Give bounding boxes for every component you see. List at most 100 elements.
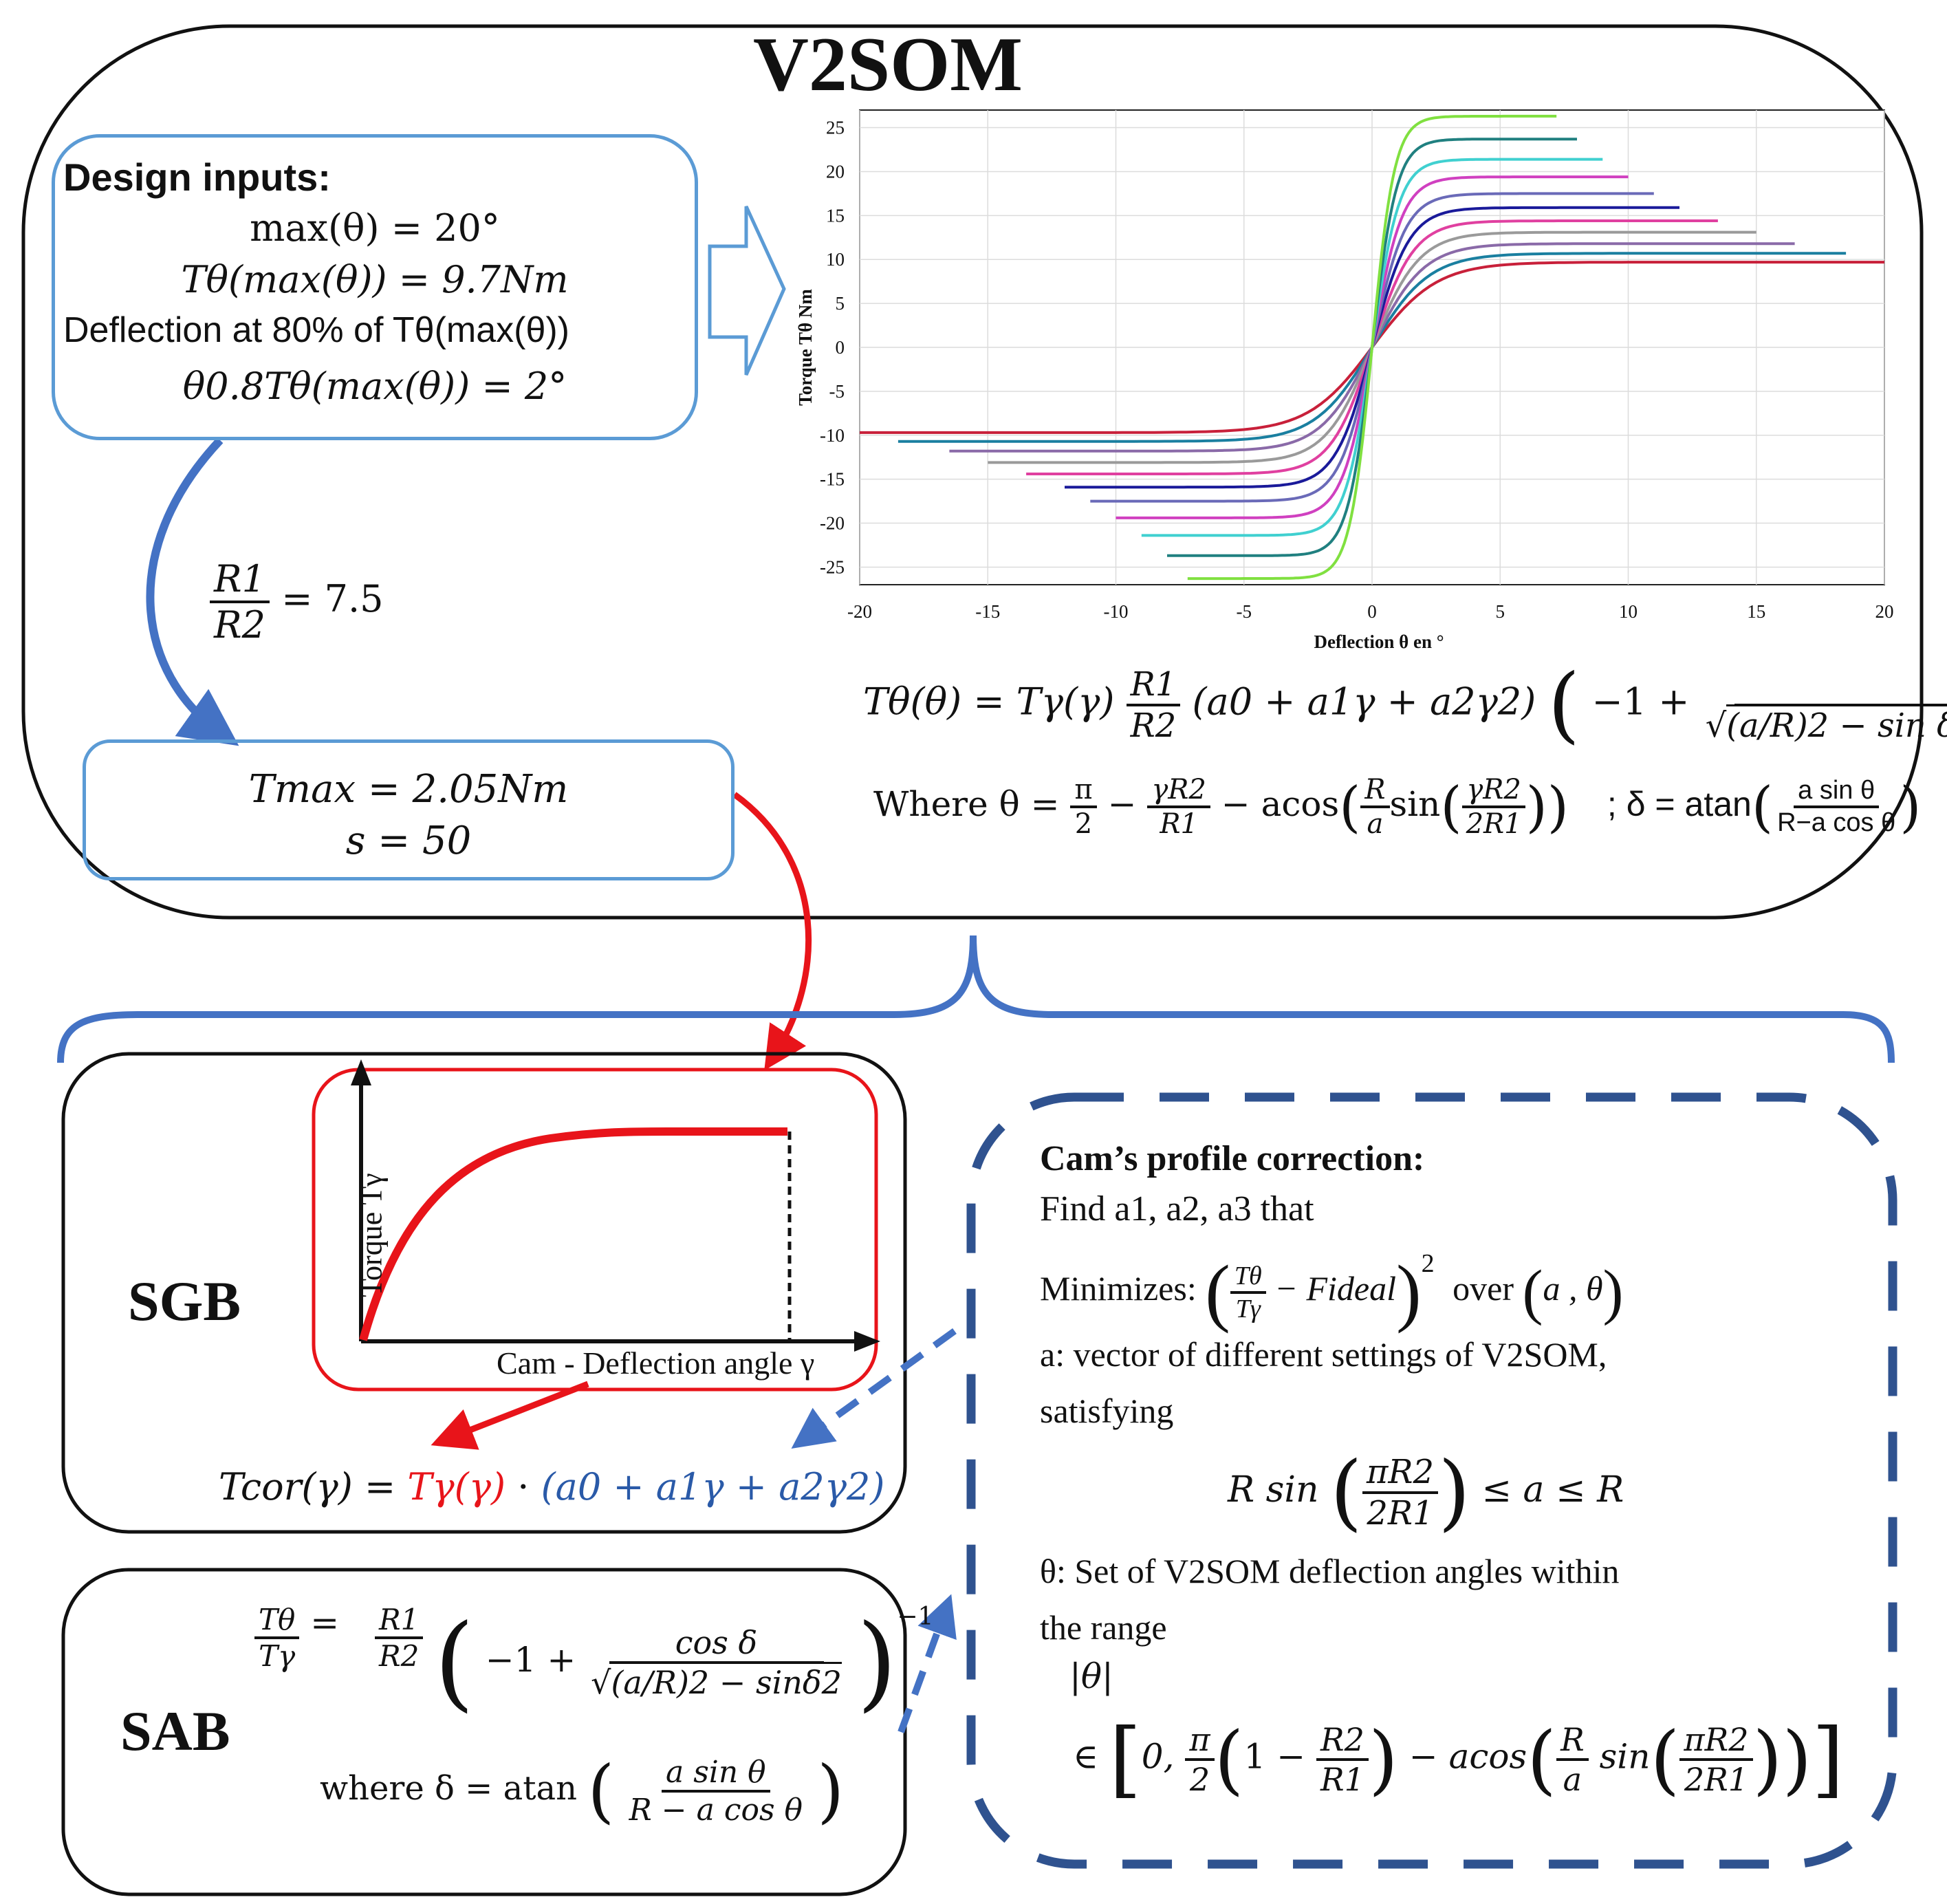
sab-paren-close: )	[856, 1603, 898, 1722]
cam-heading: Cam’s profile correction:	[1040, 1139, 1425, 1178]
red-curved-arrow	[732, 792, 812, 1071]
sab-frame	[61, 1568, 907, 1896]
cam-min-paren-close: )	[1395, 1250, 1422, 1334]
cam-range: ∈ [0, π 2 (1 − R2 R1 ) − acos( R a sin( …	[1073, 1711, 1844, 1807]
sab-where-text: where δ = atan	[320, 1769, 578, 1808]
curly-brace	[57, 935, 1895, 1063]
sab-paren-open: (	[434, 1603, 475, 1722]
where-r-num: R	[1360, 774, 1390, 808]
chart-ytick-label: -15	[820, 469, 845, 490]
cam-range-two: 2	[1189, 1760, 1210, 1798]
main-formula-ratio: R1 R2	[1126, 665, 1181, 745]
sab-r-frac: R1 R2	[375, 1603, 424, 1673]
design-input-deflection: Deflection at 80% of Tθ(max(θ))	[63, 310, 569, 350]
chart-xtick-label: -5	[1237, 601, 1252, 622]
sgb-plot	[351, 1059, 880, 1352]
cam-ineq-paren-open: (	[1330, 1445, 1362, 1540]
dash-arrow-from-sab	[898, 1594, 957, 1733]
ratio-denominator: R2	[214, 603, 266, 647]
cam-ineq-num: πR2	[1362, 1453, 1439, 1494]
cam-range-paren-2: )	[1368, 1715, 1398, 1804]
sgb-torque-curve	[359, 1127, 787, 1341]
cam-range-in: ∈	[1073, 1736, 1099, 1777]
cam-find: Find a1, a2, a3 that	[1040, 1189, 1314, 1229]
chart-ytick-label: 10	[826, 249, 845, 270]
chart-ytick-label: 20	[826, 161, 845, 182]
sab-d-frac: a sin θ R − a cos θ	[625, 1755, 807, 1828]
where-delta: ; δ = atan	[1607, 785, 1752, 823]
cam-ineq-frac: πR2 2R1	[1362, 1453, 1439, 1533]
cam-range-paren-1: (	[1214, 1715, 1244, 1804]
dash-arrow-to-sgb	[791, 1328, 957, 1449]
where-paren-4: (	[1751, 775, 1774, 839]
chart-ytick-label: -20	[820, 513, 845, 534]
where-text: Where θ =	[873, 784, 1060, 824]
torque-text: Tθ(max(θ)) = 9.7Nm	[181, 258, 569, 301]
where-line: Where θ = π 2 − γR2 R1 − acos( R a sin( …	[873, 774, 1921, 840]
where-s-den: 2R1	[1466, 808, 1522, 840]
design-input-theta-08: θ0.8Tθ(max(θ)) = 2°	[52, 365, 698, 408]
cam-range-r-frac: R2 R1	[1316, 1721, 1369, 1798]
sab-sqrt-body: (a/R)2 − sinδ2	[611, 1662, 842, 1701]
ratio-value: = 7.5	[281, 577, 384, 620]
sab-exponent: −1	[897, 1603, 934, 1631]
cam-minimizes: Minimizes: ( Tθ Tγ − Fideal)2 over (a , …	[1040, 1248, 1624, 1336]
where-pi-half: π 2	[1070, 774, 1097, 840]
main-minus-one: −1 +	[1591, 680, 1690, 724]
sab-label: SAB	[120, 1700, 230, 1762]
design-inputs-heading: Design inputs:	[63, 155, 331, 199]
sgb-red-arrow	[431, 1381, 589, 1450]
cam-abs-theta: |θ|	[1069, 1656, 1113, 1696]
main-formula-poly: (a0 + a1γ + a2γ2)	[1192, 680, 1536, 724]
design-input-max-theta: max(θ) = 20°	[52, 206, 698, 250]
cam-min-tail: − Fideal	[1274, 1268, 1396, 1308]
sab-r-num: R1	[375, 1603, 424, 1639]
where-d-num: a sin θ	[1794, 776, 1880, 808]
chart-ytick-label: -25	[820, 556, 845, 577]
cam-theta-desc: θ: Set of V2SOM deflection angles within	[1040, 1552, 1620, 1590]
chart-xtick-label: -15	[975, 601, 1000, 622]
sab-where-paren-open: (	[587, 1751, 615, 1831]
cam-ineq-paren-close: )	[1438, 1445, 1470, 1540]
where-s-frac: γR2 2R1	[1462, 774, 1526, 840]
cam-range-one: 1 −	[1243, 1736, 1306, 1777]
tmax-line: Tmax = 2.05Nm	[248, 767, 569, 812]
cam-range-sn: πR2	[1679, 1721, 1753, 1761]
cam-range-rd: R1	[1320, 1760, 1364, 1798]
sgb-y-arrow	[351, 1059, 371, 1085]
chart-xtick-label: 5	[1496, 601, 1505, 622]
where-s-num: γR2	[1462, 774, 1525, 808]
tmax-box	[83, 739, 735, 880]
chart-xlabel: Deflection θ en °	[1314, 631, 1444, 652]
main-sqrt: √(a/R)2 − sin δ2	[1701, 704, 1947, 745]
sgb-formula-lhs: Tcor(γ) =	[219, 1465, 396, 1508]
where-sin: sin	[1389, 784, 1441, 824]
design-inputs-box	[52, 134, 698, 440]
main-paren-open: (	[1547, 657, 1580, 753]
where-two: 2	[1074, 808, 1093, 840]
where-r-den: a	[1367, 808, 1384, 840]
chart-ytick-label: 0	[836, 337, 845, 358]
cam-ineq-den: 2R1	[1367, 1493, 1434, 1533]
cam-range-acos: − acos	[1408, 1736, 1527, 1777]
main-sqrt-body: (a/R)2 − sin δ2	[1726, 704, 1947, 745]
sab-where: where δ = atan ( a sin θ R − a cos θ )	[320, 1751, 844, 1831]
where-paren-2: (	[1440, 775, 1462, 839]
main-formula-lhs: Tθ(θ) = Tγ(γ)	[863, 680, 1115, 724]
cam-range-paren-5: ))	[1752, 1715, 1812, 1804]
chart-ytick-label: 15	[826, 205, 845, 226]
cam-range-rn: R2	[1316, 1721, 1369, 1761]
where-paren-3: ))	[1525, 775, 1569, 839]
where-d-den: R−a cos θ	[1777, 808, 1896, 837]
cam-range-s-frac: πR2 2R1	[1679, 1721, 1753, 1798]
sab-d-den: R − a cos θ	[629, 1792, 803, 1828]
cam-inequality: R sin ( πR2 2R1 ) ≤ a ≤ R	[1228, 1445, 1624, 1540]
where-gamma-frac: γR2 R1	[1147, 774, 1210, 840]
cam-range-paren-3: (	[1527, 1715, 1557, 1804]
radius-ratio: R1 R2 = 7.5	[210, 557, 383, 647]
chart-ytick-label: -10	[820, 425, 845, 446]
cam-range-sin: sin	[1599, 1736, 1651, 1777]
chart-xtick-label: -20	[847, 601, 872, 622]
max-theta-text: max(θ) = 20°	[250, 206, 500, 250]
where-g-den: R1	[1160, 808, 1198, 840]
